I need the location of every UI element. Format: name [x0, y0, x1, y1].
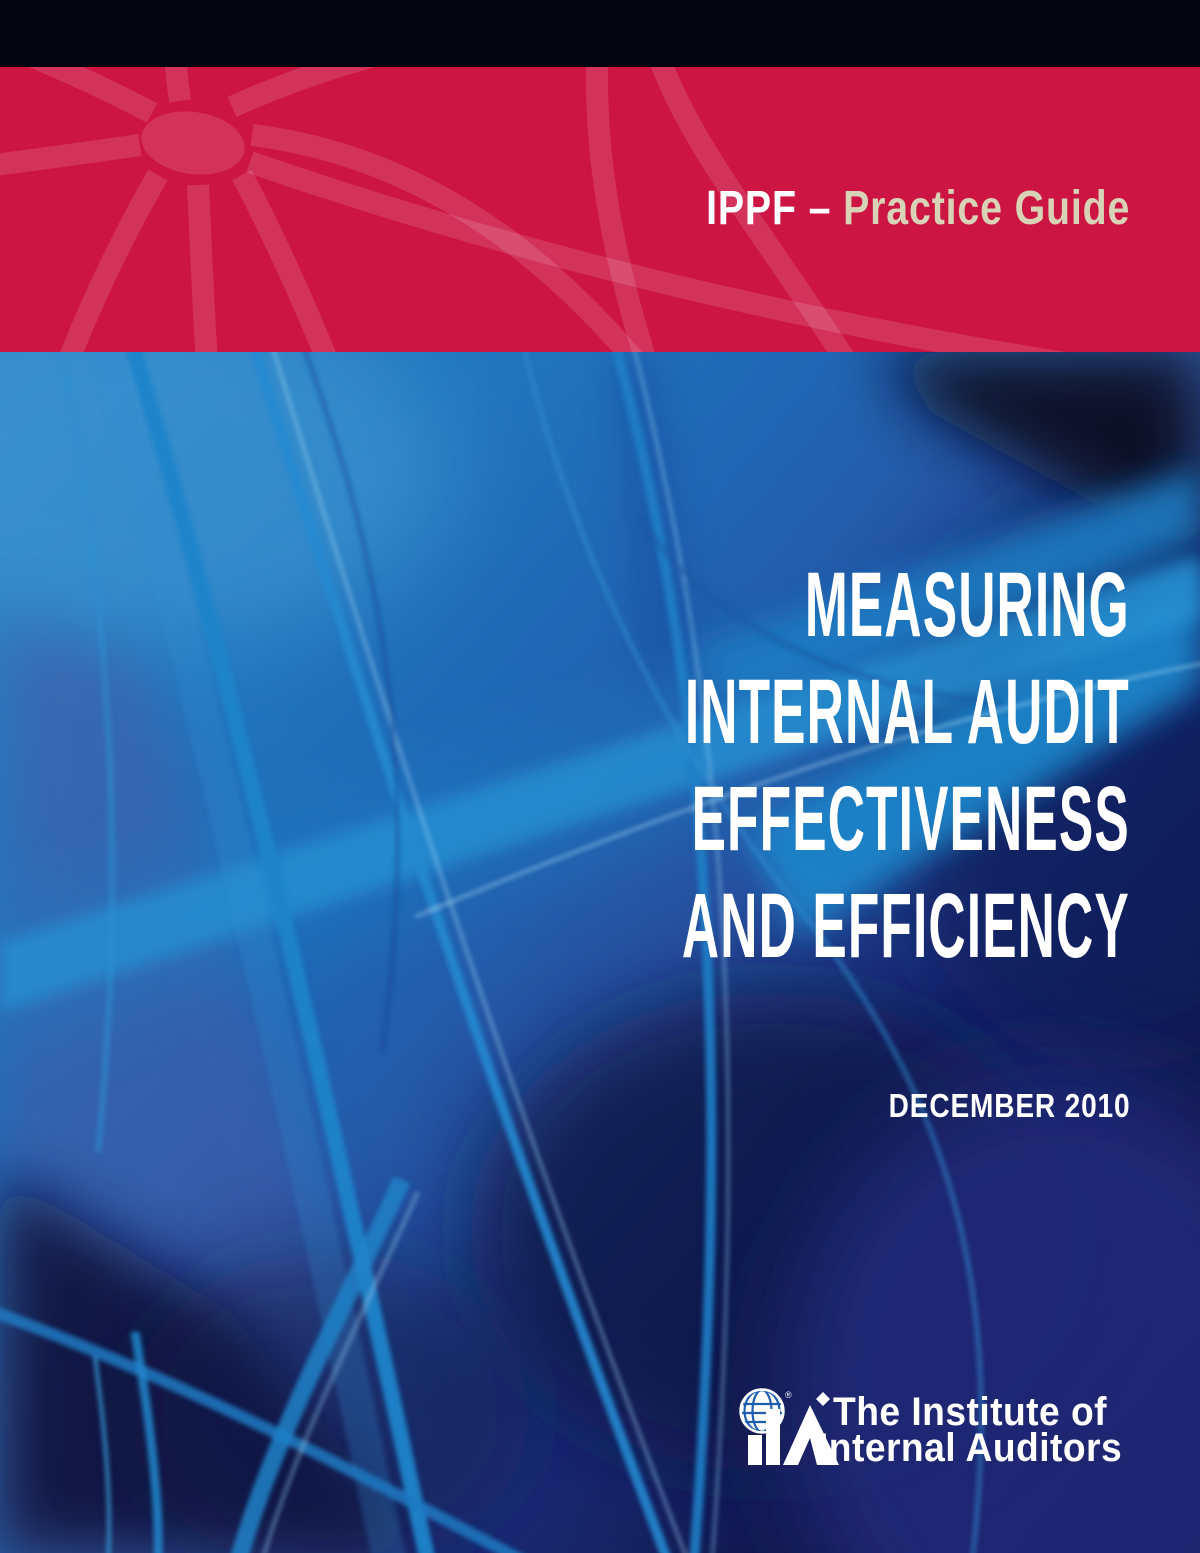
- cover-background: [0, 352, 1200, 1553]
- abstract-blue-wires-image: [0, 352, 1200, 1553]
- ippf-practice-guide-label: IPPF – Practice Guide: [706, 185, 1130, 233]
- document-title: MEASURING INTERNAL AUDIT EFFECTIVENESS A…: [330, 552, 1130, 980]
- iia-monogram-icon: ®: [739, 1388, 839, 1465]
- publisher-name-line2: Internal Auditors: [818, 1426, 1123, 1470]
- title-line-3: EFFECTIVENESS: [691, 768, 1130, 870]
- top-black-bar: [0, 0, 1200, 67]
- globe-wireframe-motif-icon: [0, 67, 1066, 352]
- ippf-label-suffix: Practice Guide: [842, 182, 1130, 235]
- iia-logo: ® The Institute of Internal Auditors: [735, 1383, 1155, 1478]
- publication-date: DECEMBER 2010: [888, 1087, 1130, 1124]
- title-line-1: MEASURING: [805, 554, 1130, 656]
- red-band: IPPF – Practice Guide: [0, 67, 1200, 352]
- ippf-label-prefix: IPPF –: [705, 182, 843, 235]
- title-line-4: AND EFFICIENCY: [682, 875, 1130, 977]
- title-line-2: INTERNAL AUDIT: [685, 661, 1130, 763]
- publisher-name-line1: The Institute of: [833, 1390, 1108, 1434]
- registered-mark: ®: [785, 1390, 792, 1400]
